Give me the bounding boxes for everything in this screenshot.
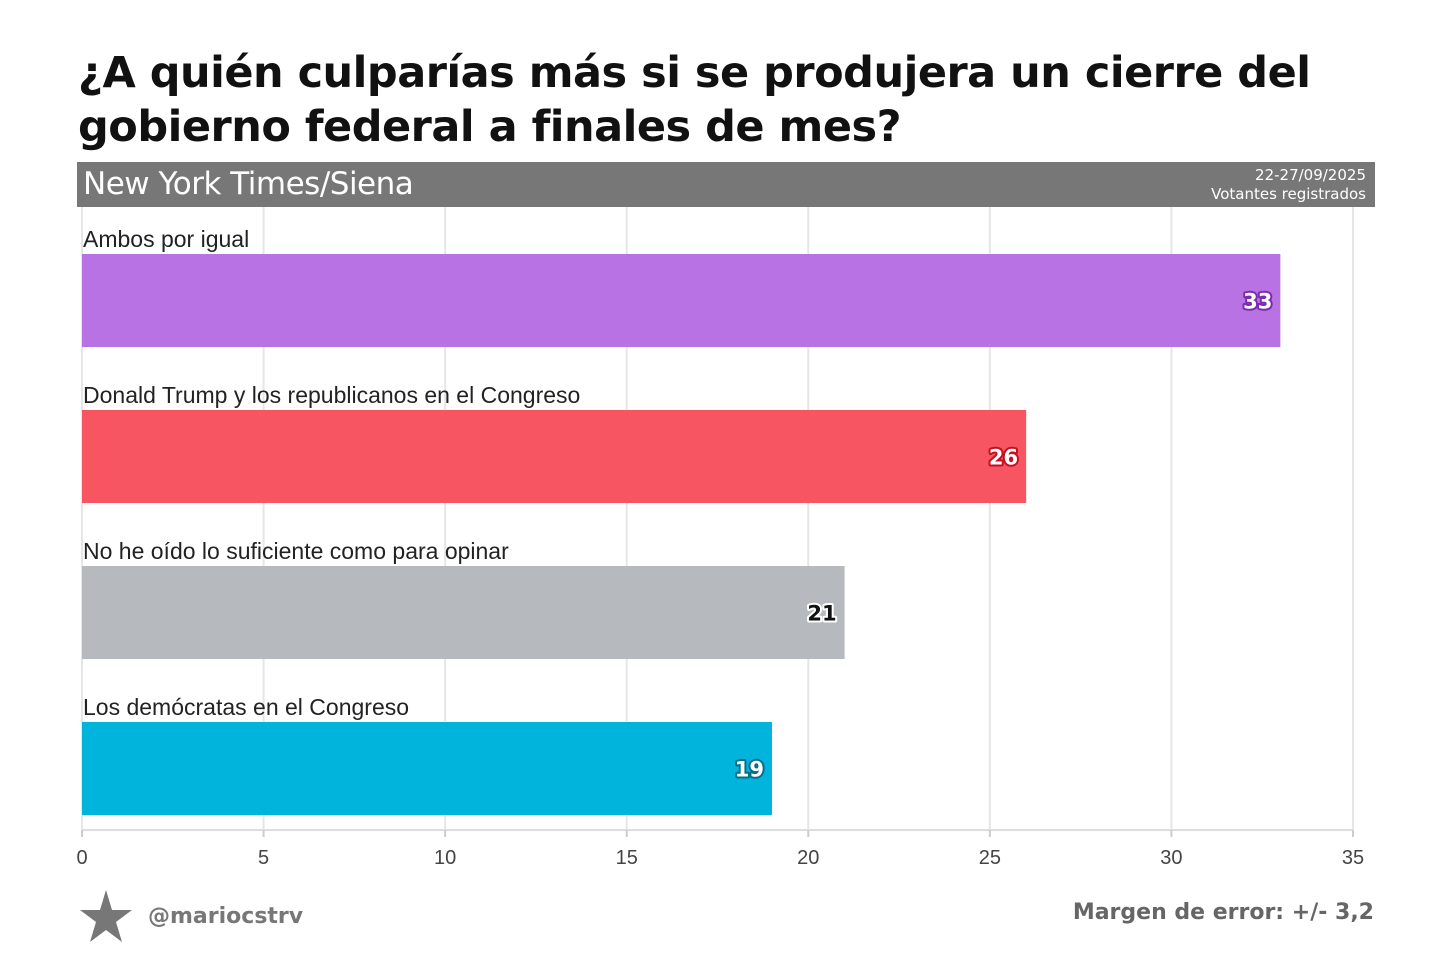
x-tick-label-5: 5 [258,847,269,869]
bar [82,566,845,659]
x-tick-label-35: 35 [1342,847,1364,869]
author-handle[interactable]: @mariocstrv [148,903,304,929]
chart-title: ¿A quién culparías más si se produjera u… [78,48,1311,152]
bar [82,722,772,815]
bar [82,410,1027,503]
x-tick-label-25: 25 [979,847,1001,869]
value-label: 21 [807,602,836,626]
source-meta: 22-27/09/2025 Votantes registrados [1211,166,1366,204]
star-logo-icon [80,890,132,942]
margin-of-error: Margen de error: +/- 3,2 [1072,900,1374,925]
value-label: 33 [1243,290,1272,314]
x-tick-label-30: 30 [1160,847,1182,869]
poll-dates: 22-27/09/2025 [1255,166,1366,184]
source-band: New York Times/Siena 22-27/09/2025 Votan… [77,162,1375,207]
poll-population: Votantes registrados [1211,185,1366,203]
category-label: Donald Trump y los republicanos en el Co… [83,382,580,408]
category-label: Ambos por igual [83,226,249,252]
category-label: Los demócratas en el Congreso [83,694,409,720]
source-name: New York Times/Siena [83,166,414,202]
value-label: 26 [989,446,1018,470]
value-label: 19 [735,758,764,782]
bar [82,254,1281,347]
x-tick-label-15: 15 [616,847,638,869]
footer-brand: @mariocstrv [78,886,303,946]
x-tick-label-10: 10 [434,847,456,869]
x-tick-label-0: 0 [76,847,87,869]
category-label: No he oído lo suficiente como para opina… [83,538,509,564]
x-tick-label-20: 20 [797,847,819,869]
